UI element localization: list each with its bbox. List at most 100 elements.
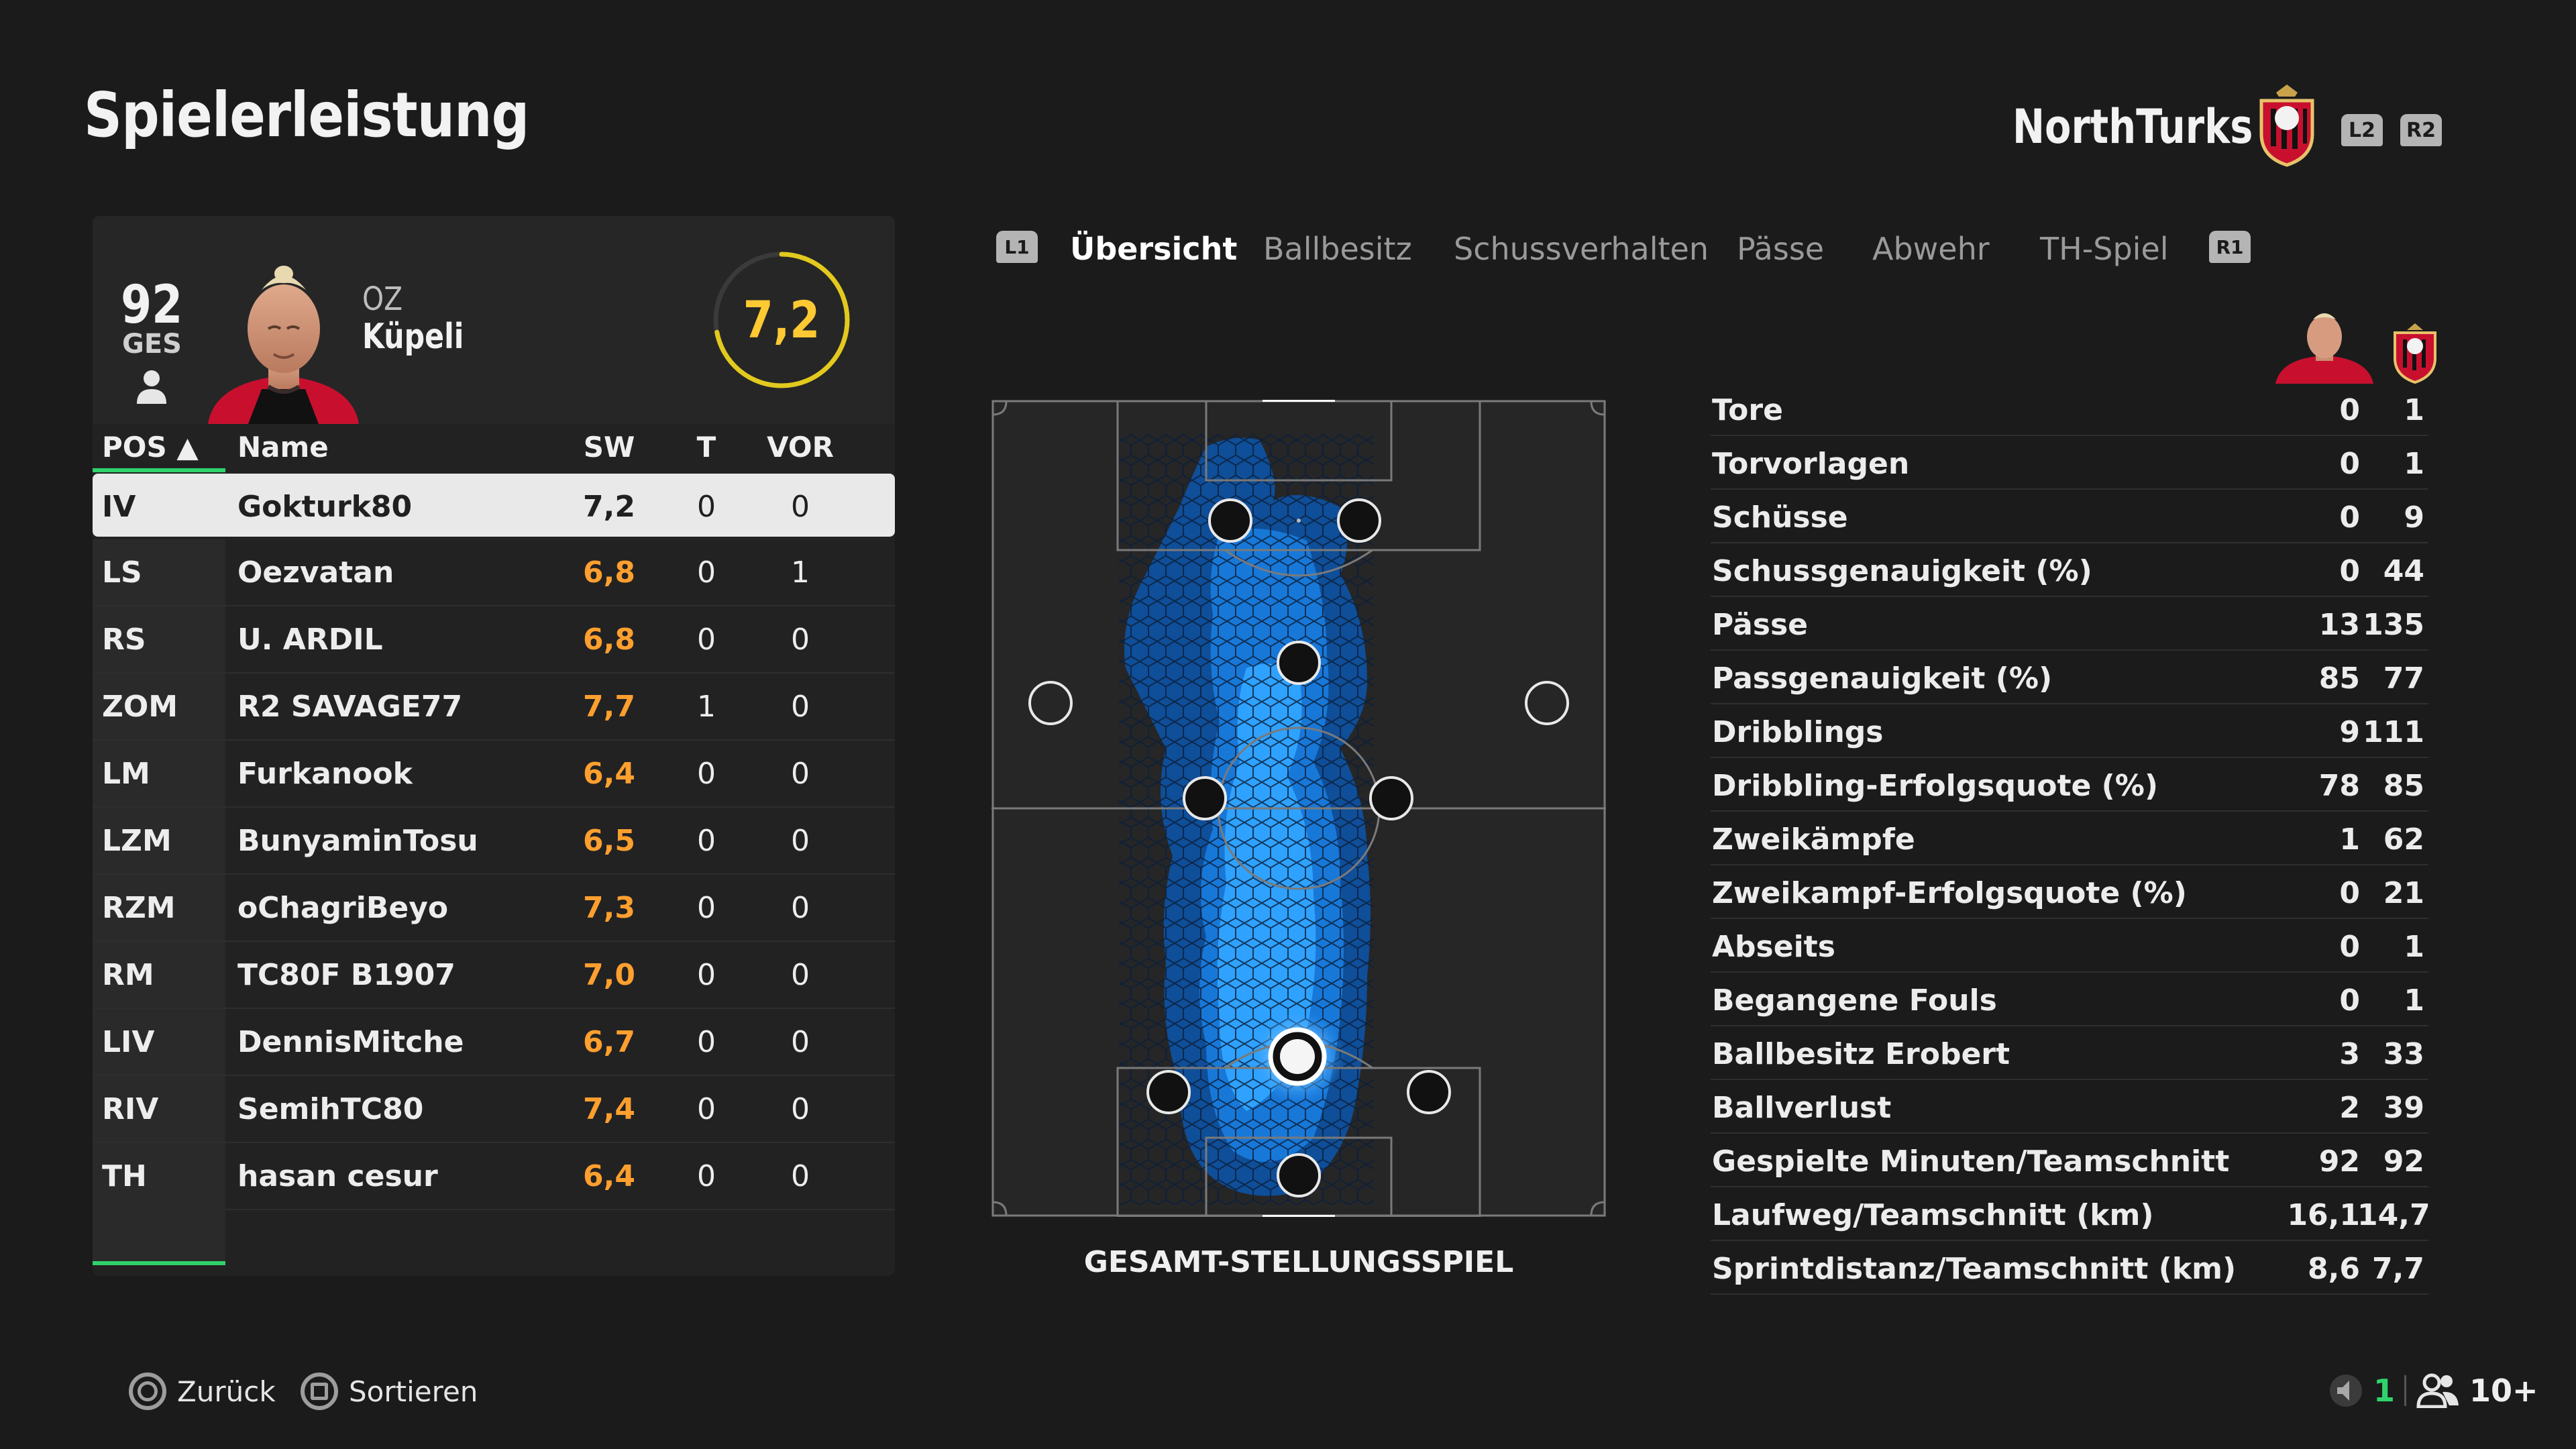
row-goals: 1 — [697, 690, 716, 724]
row-assists: 0 — [791, 490, 810, 524]
table-row[interactable]: LZM BunyaminTosu 6,5 0 0 — [93, 808, 895, 875]
position-cell — [93, 741, 225, 806]
tab-4[interactable]: Abwehr — [1872, 231, 1990, 267]
table-row[interactable]: TH hasan cesur 6,4 0 0 — [93, 1143, 895, 1210]
stat-team-value: 7,7 — [2372, 1252, 2424, 1286]
stat-label: Ballverlust — [1712, 1091, 1892, 1125]
stat-player-value: 78 — [2318, 769, 2360, 803]
tab-0[interactable]: Übersicht — [1070, 231, 1238, 267]
table-row[interactable]: RZM oChagriBeyo 7,3 0 0 — [93, 875, 895, 942]
stat-row: Dribbling-Erfolgsquote (%) 78 85 — [1711, 759, 2428, 812]
row-goals: 0 — [697, 1092, 716, 1126]
player-first-name: OZ — [362, 280, 403, 318]
row-player-name: hasan cesur — [237, 1159, 438, 1193]
row-position: LS — [102, 555, 142, 590]
tab-2[interactable]: Schussverhalten — [1454, 231, 1709, 267]
overall-label: GES — [122, 329, 182, 360]
row-position: LM — [102, 757, 150, 791]
table-row[interactable]: ZOM R2 SAVAGE77 7,7 1 0 — [93, 674, 895, 741]
stat-team-value: 21 — [2383, 876, 2424, 910]
l1-button[interactable]: L1 — [996, 231, 1038, 263]
stat-player-value: 13 — [2318, 608, 2360, 642]
row-player-name: DennisMitche — [237, 1025, 464, 1059]
club-crest-icon — [2259, 85, 2314, 167]
stat-team-value: 33 — [2383, 1037, 2424, 1071]
stat-team-value: 77 — [2383, 661, 2424, 696]
row-goals: 0 — [697, 891, 716, 925]
tab-3[interactable]: Pässe — [1737, 231, 1825, 267]
stat-row: Zweikampf-Erfolgsquote (%) 0 21 — [1711, 867, 2428, 919]
row-assists: 0 — [791, 1092, 810, 1126]
row-player-name: Gokturk80 — [237, 490, 413, 524]
table-row[interactable]: IV Gokturk80 7,2 0 0 — [93, 474, 895, 537]
position-cell — [93, 606, 225, 672]
column-header-sw[interactable]: SW — [583, 431, 635, 464]
row-player-name: oChagriBeyo — [237, 891, 449, 925]
table-row[interactable]: LS Oezvatan 6,8 0 1 — [93, 539, 895, 606]
table-filler — [93, 1198, 225, 1264]
r1-button[interactable]: R1 — [2209, 231, 2251, 263]
table-row[interactable]: RIV SemihTC80 7,4 0 0 — [93, 1076, 895, 1143]
row-rating: 7,2 — [583, 490, 635, 524]
column-header-vor[interactable]: VOR — [767, 431, 834, 464]
players-count: 10+ — [2469, 1373, 2538, 1409]
row-player-name: Oezvatan — [237, 555, 394, 590]
stat-player-value: 92 — [2318, 1144, 2360, 1179]
player-card — [93, 216, 895, 424]
row-goals: 0 — [697, 623, 716, 657]
column-header-pos[interactable]: POS ▲ — [102, 431, 199, 464]
table-row[interactable]: LIV DennisMitche 6,7 0 0 — [93, 1009, 895, 1076]
row-goals: 0 — [697, 958, 716, 992]
stat-row: Dribblings 9 111 — [1711, 706, 2428, 758]
row-assists: 1 — [791, 555, 810, 590]
row-assists: 0 — [791, 690, 810, 724]
row-rating: 7,7 — [583, 690, 635, 724]
stat-row: Gespielte Minuten/Teamschnitt 92 92 — [1711, 1135, 2428, 1187]
stat-label: Tore — [1712, 393, 1783, 427]
player-marker — [1146, 1070, 1191, 1114]
stat-team-value: 1 — [2404, 393, 2424, 427]
row-rating: 7,0 — [583, 958, 635, 992]
back-button[interactable]: Zurück — [129, 1373, 276, 1410]
stat-player-value: 3 — [2339, 1037, 2360, 1071]
row-goals: 0 — [697, 1159, 716, 1193]
position-cell — [93, 539, 225, 605]
column-header-t[interactable]: T — [696, 431, 716, 464]
row-rating: 6,4 — [583, 1159, 635, 1193]
tab-5[interactable]: TH-Spiel — [2040, 231, 2169, 267]
sort-button[interactable]: Sortieren — [301, 1373, 478, 1410]
stat-label: Laufweg/Teamschnitt (km) — [1712, 1198, 2154, 1232]
stat-label: Passgenauigkeit (%) — [1712, 661, 2053, 696]
table-row[interactable]: RS U. ARDIL 6,8 0 0 — [93, 606, 895, 674]
r2-button[interactable]: R2 — [2400, 114, 2442, 146]
row-goals: 0 — [697, 824, 716, 858]
column-header-name[interactable]: Name — [237, 431, 329, 464]
stat-player-value: 16,1 — [2287, 1198, 2360, 1232]
stat-team-value: 111 — [2363, 715, 2424, 749]
tab-1[interactable]: Ballbesitz — [1263, 231, 1412, 267]
match-rating: 7,2 — [743, 290, 820, 350]
stat-team-value: 1 — [2404, 447, 2424, 481]
stat-player-value: 2 — [2339, 1091, 2360, 1125]
row-player-name: BunyaminTosu — [237, 824, 478, 858]
page-title: Spielerleistung — [84, 79, 529, 151]
row-rating: 6,5 — [583, 824, 635, 858]
back-label: Zurück — [177, 1375, 276, 1408]
stat-label: Dribbling-Erfolgsquote (%) — [1712, 769, 2158, 803]
table-row[interactable]: LM Furkanook 6,4 0 0 — [93, 741, 895, 808]
table-row[interactable]: RM TC80F B1907 7,0 0 0 — [93, 942, 895, 1009]
scroll-indicator — [93, 1261, 225, 1265]
stat-player-value: 9 — [2339, 715, 2360, 749]
row-rating: 6,8 — [583, 623, 635, 657]
l2-button[interactable]: L2 — [2341, 114, 2383, 146]
stat-row: Ballbesitz Erobert 3 33 — [1711, 1028, 2428, 1080]
player-marker — [1208, 498, 1252, 543]
stat-team-value: 85 — [2383, 769, 2424, 803]
stat-row: Tore 0 1 — [1711, 384, 2428, 436]
mic-icon — [2330, 1375, 2362, 1407]
stat-player-value: 0 — [2339, 393, 2360, 427]
row-position: RS — [102, 623, 146, 657]
player-marker — [1277, 641, 1321, 685]
selected-player-marker-core — [1280, 1039, 1315, 1074]
rating-ring — [713, 252, 850, 388]
